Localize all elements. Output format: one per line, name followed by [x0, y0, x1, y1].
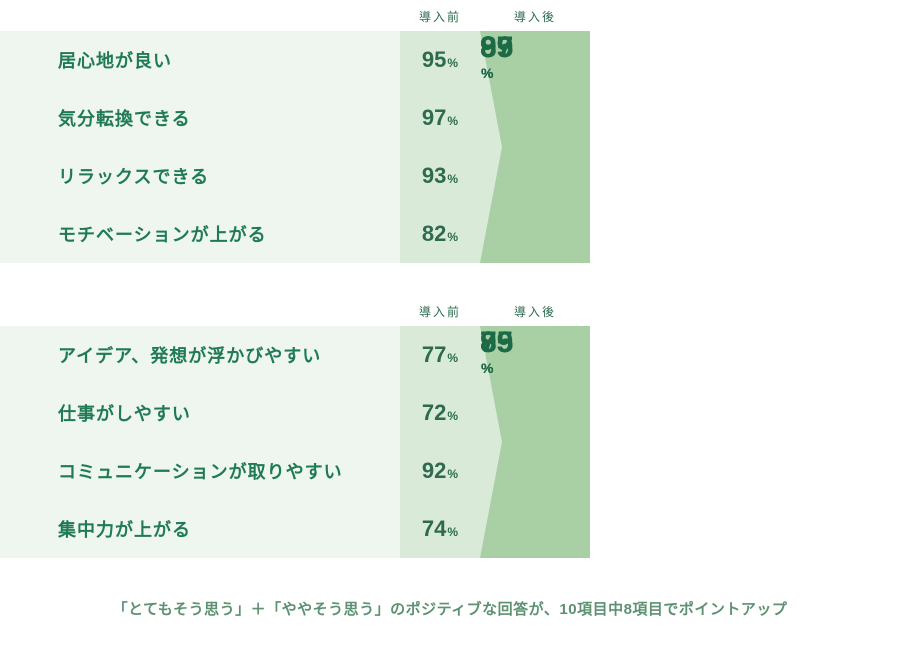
- caption: 「とてもそう思う」＋「ややそう思う」のポジティブな回答が、10項目中8項目でポイ…: [0, 598, 900, 619]
- row-label: モチベーションが上がる: [30, 205, 400, 263]
- row-label: リラックスできる: [30, 147, 400, 205]
- comparison-block-2: 導入前 導入後 アイデア、発想が浮かびやすい 仕事がしやすい コミュニケーション…: [0, 303, 900, 558]
- row-label: 集中力が上がる: [30, 500, 400, 558]
- before-col: 95% 97% 93% 82%: [400, 31, 480, 263]
- header-after: 導入後: [480, 303, 590, 320]
- comparison-block-1: 導入前 導入後 居心地が良い 気分転換できる リラックスできる モチベーションが…: [0, 8, 900, 263]
- header-row: 導入前 導入後: [0, 8, 900, 31]
- row-label: 気分転換できる: [30, 89, 400, 147]
- panel: アイデア、発想が浮かびやすい 仕事がしやすい コミュニケーションが取りやすい 集…: [0, 326, 900, 558]
- header-row: 導入前 導入後: [0, 303, 900, 326]
- labels-col: 居心地が良い 気分転換できる リラックスできる モチベーションが上がる: [30, 31, 400, 263]
- before-value: 72%: [422, 400, 458, 426]
- before-value: 97%: [422, 105, 458, 131]
- after-value: 87%: [480, 31, 590, 263]
- before-value: 92%: [422, 458, 458, 484]
- before-col: 77% 72% 92% 74%: [400, 326, 480, 558]
- header-after: 導入後: [480, 8, 590, 25]
- before-value: 77%: [422, 342, 458, 368]
- row-label: コミュニケーションが取りやすい: [30, 442, 400, 500]
- row-label: アイデア、発想が浮かびやすい: [30, 326, 400, 384]
- before-value: 93%: [422, 163, 458, 189]
- row-label: 仕事がしやすい: [30, 384, 400, 442]
- header-before: 導入前: [400, 8, 480, 25]
- labels-col: アイデア、発想が浮かびやすい 仕事がしやすい コミュニケーションが取りやすい 集…: [30, 326, 400, 558]
- before-value: 82%: [422, 221, 458, 247]
- row-label: 居心地が良い: [30, 31, 400, 89]
- panel: 居心地が良い 気分転換できる リラックスできる モチベーションが上がる 95% …: [0, 31, 900, 263]
- after-value: 85%: [480, 326, 590, 558]
- before-value: 74%: [422, 516, 458, 542]
- after-col: 79% 75% 95% 85%: [480, 326, 590, 558]
- after-col: 99% 99% 95% 87%: [480, 31, 590, 263]
- comparison-infographic: 導入前 導入後 居心地が良い 気分転換できる リラックスできる モチベーションが…: [0, 0, 900, 639]
- before-value: 95%: [422, 47, 458, 73]
- header-before: 導入前: [400, 303, 480, 320]
